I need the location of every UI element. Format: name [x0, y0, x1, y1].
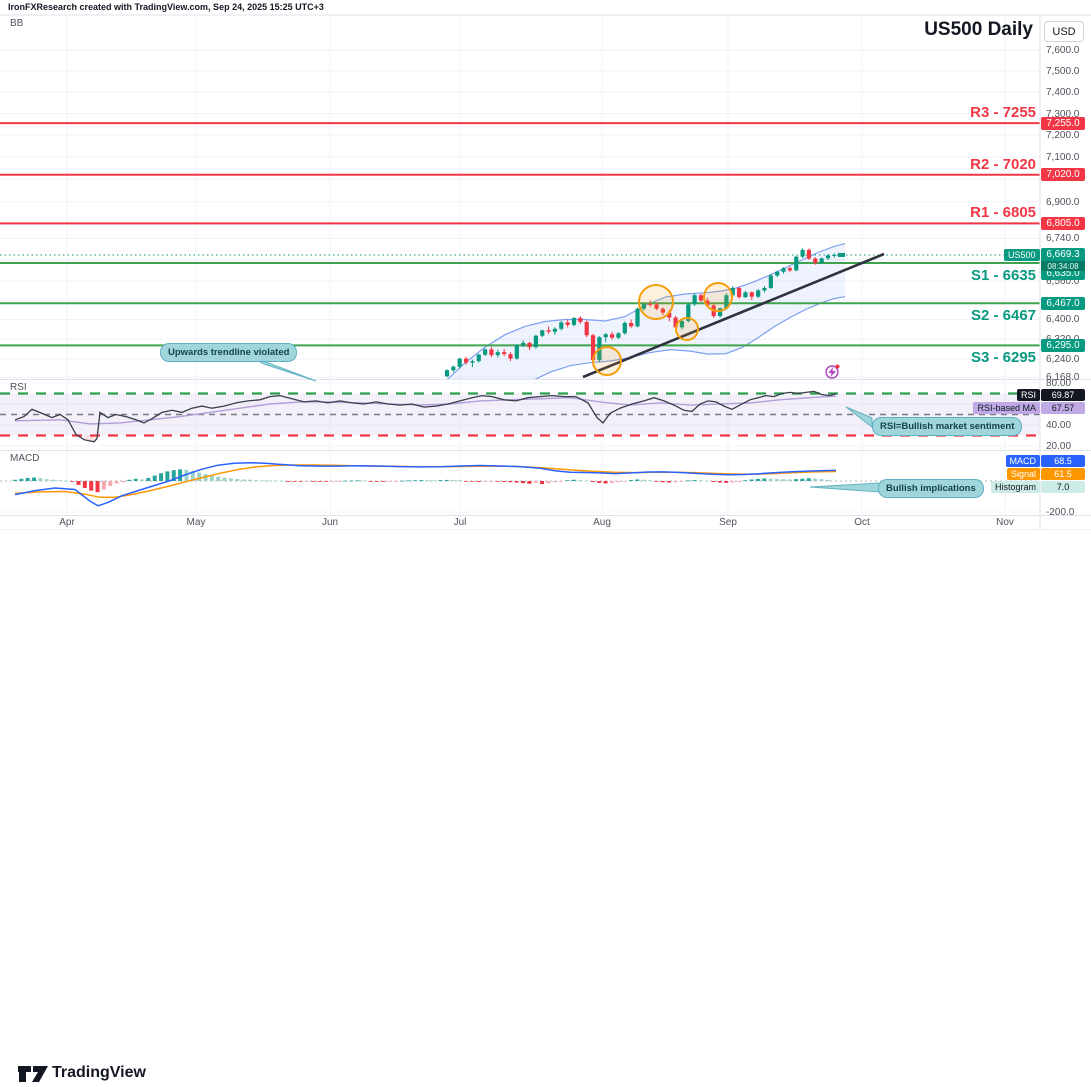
level-price-tag-R2: 7,020.0	[1041, 168, 1085, 182]
credit-text: IronFXResearch created with TradingView.…	[8, 2, 324, 12]
level-price-tag-S2: 6,467.0	[1041, 296, 1085, 310]
level-label-R1: R1 - 6805	[970, 204, 1036, 222]
macd-value-tag: 68.5	[1041, 455, 1085, 467]
rsi-tag: RSI	[1016, 389, 1040, 401]
level-label-R2: R2 - 7020	[970, 155, 1036, 173]
level-price-tag-R3: 7,255.0	[1041, 116, 1085, 130]
rsi-value-tag: 69.87	[1041, 389, 1085, 401]
bar-countdown-tag: 08:34:08	[1041, 261, 1085, 271]
callout-tail-macd	[809, 482, 881, 493]
price-axis-label: 6,900.0	[1046, 196, 1080, 208]
callout-bullish-implications: Bullish implications	[878, 479, 984, 498]
time-axis-label-jun: Jun	[321, 517, 339, 528]
highlight-circle	[703, 282, 733, 312]
price-axis-label: 7,100.0	[1046, 151, 1080, 163]
highlight-circle	[638, 284, 674, 320]
time-axis-label-jul: Jul	[453, 517, 467, 528]
signal-tag: Signal	[1006, 468, 1040, 480]
footer: TradingView	[0, 530, 1091, 1082]
highlight-circle	[592, 346, 622, 376]
macd-pane-label: MACD	[10, 453, 40, 464]
rsi-ma-value-tag: 67.57	[1041, 402, 1085, 414]
overlay	[0, 14, 1091, 530]
time-axis-label-sep: Sep	[719, 517, 737, 528]
macd-axis-label: -200.0	[1046, 507, 1075, 518]
price-axis-label: 7,400.0	[1046, 87, 1080, 99]
time-axis-label-nov: Nov	[996, 517, 1014, 528]
level-label-S1: S1 - 6635	[970, 267, 1036, 285]
rsi-pane-label: RSI	[10, 382, 27, 393]
price-axis-label: 7,500.0	[1046, 66, 1080, 78]
level-label-S3: S3 - 6295	[970, 349, 1036, 367]
level-label-S2: S2 - 6467	[970, 307, 1036, 325]
rsi-line	[14, 390, 837, 443]
gridlines	[0, 15, 1040, 515]
lightning-reaction-icon[interactable]	[825, 364, 840, 379]
macd-line	[14, 461, 837, 507]
price-axis-label: 6,400.0	[1046, 314, 1080, 326]
level-label-R3: R3 - 7255	[970, 104, 1036, 122]
currency-button[interactable]: USD	[1044, 21, 1084, 42]
chart-canvas[interactable]	[0, 0, 1091, 530]
time-axis-label-oct: Oct	[854, 517, 870, 528]
level-price-tag-S3: 6,295.0	[1041, 338, 1085, 352]
macd-pane	[0, 461, 1040, 507]
price-axis-label: 7,300.0	[1046, 108, 1080, 120]
rsi-axis-label: 80.00	[1046, 378, 1072, 389]
symbol-price-tag: US500	[1004, 249, 1040, 261]
rsi-ma-tag: RSI-based MA	[973, 402, 1040, 414]
rsi-ma-line	[14, 395, 837, 425]
rsi-axis-label: 40.00	[1046, 420, 1072, 431]
macd-tag: MACD	[1005, 455, 1040, 467]
bollinger-upper	[446, 243, 846, 379]
tradingview-brand-text: TradingView	[52, 1064, 146, 1081]
main-pane	[0, 122, 1040, 379]
current-price-tag: 6,669.3	[1041, 248, 1085, 261]
price-axis-label: 6,240.0	[1046, 354, 1080, 366]
trendline	[582, 252, 885, 379]
callout-trendline-violated: Upwards trendline violated	[160, 343, 298, 362]
price-axis-label: 7,600.0	[1046, 45, 1080, 57]
histogram-value-tag: 7.0	[1041, 481, 1085, 493]
time-axis-label-aug: Aug	[593, 517, 611, 528]
time-axis-label-may: May	[186, 517, 206, 528]
time-axis-label-apr: Apr	[59, 517, 75, 528]
rsi-axis-label: 20.00	[1046, 441, 1072, 452]
level-price-tag-R1: 6,805.0	[1041, 216, 1085, 230]
price-axis-label: 6,168.0	[1046, 372, 1080, 384]
callout-rsi-sentiment: RSI=Bullish market sentiment	[872, 417, 1023, 436]
signal-value-tag: 61.5	[1041, 468, 1085, 480]
price-axis-label: 6,740.0	[1046, 233, 1080, 245]
current-price-marker	[838, 252, 845, 257]
histogram-tag: Histogram	[990, 481, 1040, 493]
rsi-pane	[0, 390, 1040, 443]
highlight-circle	[675, 317, 699, 341]
bb-indicator-label: BB	[10, 18, 24, 29]
price-axis-label: 7,200.0	[1046, 130, 1080, 142]
price-axis-label: 6,560.0	[1046, 275, 1080, 287]
symbol-title: US500 Daily	[924, 19, 1033, 40]
bollinger-lower	[534, 296, 846, 379]
